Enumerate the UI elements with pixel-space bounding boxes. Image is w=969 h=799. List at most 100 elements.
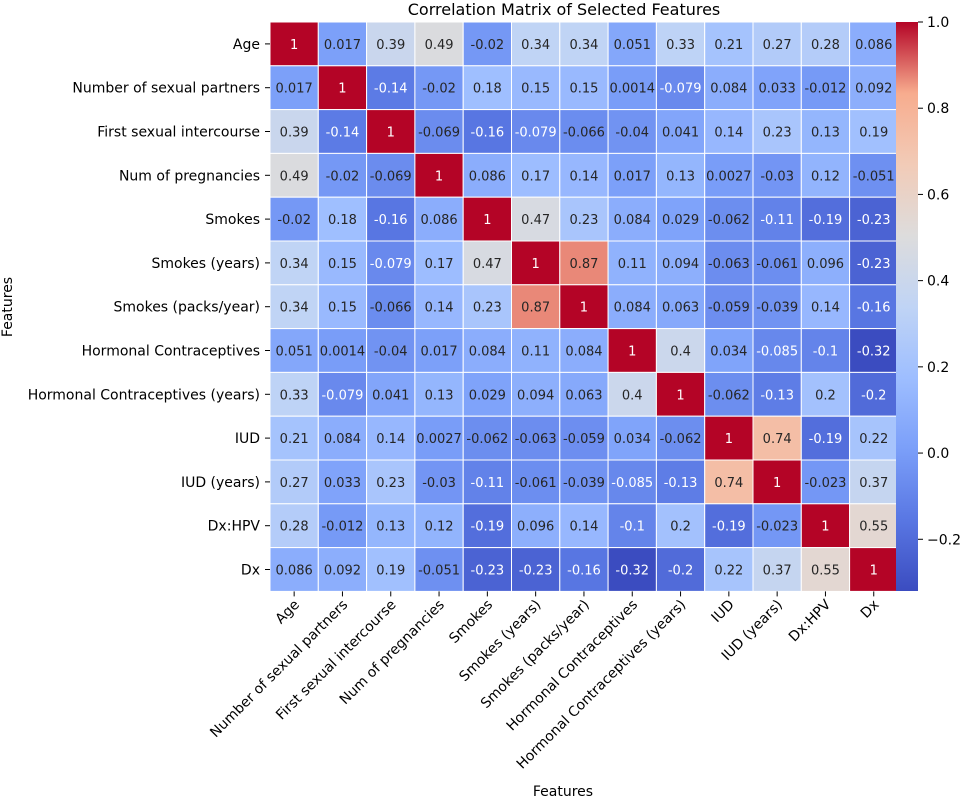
cell-value-label: -0.059 [708, 301, 750, 316]
cell-value-label: 0.28 [811, 38, 840, 53]
cell-value-label: -0.13 [664, 476, 698, 491]
cell-value-label: -0.051 [853, 169, 895, 184]
cell-value-label: -0.16 [471, 126, 505, 141]
cell-value-label: 0.22 [714, 564, 743, 579]
heatmap-cell [800, 240, 851, 286]
heatmap-cell [800, 503, 851, 549]
cell-value-label: 0.2 [815, 388, 836, 403]
cell-value-label: 0.21 [280, 432, 309, 447]
heatmap-cell [752, 152, 802, 198]
cell-value-label: -0.066 [370, 301, 412, 316]
cell-value-label: 0.084 [324, 432, 361, 447]
cell-value-label: 0.37 [763, 564, 792, 579]
cell-value-label: 0.23 [569, 213, 598, 228]
heatmap-cell [414, 196, 464, 242]
cell-value-label: 0.39 [280, 126, 309, 141]
cell-value-label: 0.041 [662, 126, 699, 141]
cell-value-label: -0.19 [809, 432, 843, 447]
heatmap-cell [269, 284, 319, 330]
heatmap-cell [559, 415, 609, 461]
heatmap-cell [607, 65, 657, 111]
cell-value-label: 0.063 [662, 301, 699, 316]
cell-value-label: 1 [870, 564, 878, 579]
heatmap-cell [462, 240, 513, 286]
heatmap-cell [269, 415, 319, 461]
cell-value-label: 0.27 [280, 476, 309, 491]
cell-value-label: 0.017 [614, 169, 651, 184]
y-tick-label: Number of sexual partners [72, 81, 260, 97]
heatmap-cell [704, 65, 754, 111]
heatmap-cell [655, 328, 706, 373]
cell-value-label: 0.21 [714, 38, 743, 53]
heatmap-cell [800, 21, 851, 67]
cell-value-label: 0.086 [420, 213, 457, 228]
cell-value-label: 0.086 [855, 38, 892, 53]
heatmap-cell [366, 240, 416, 286]
cell-value-label: -0.16 [374, 213, 408, 228]
y-tick-label: Hormonal Contraceptives (years) [28, 387, 260, 403]
heatmap-cell [462, 328, 513, 373]
heatmap-cell [366, 371, 416, 417]
cell-value-label: -0.023 [804, 476, 846, 491]
heatmap-cell [366, 284, 416, 330]
cell-value-label: -0.23 [471, 564, 505, 579]
cell-value-label: 0.34 [521, 38, 550, 53]
heatmap-cell [511, 65, 561, 111]
cell-value-label: 0.12 [425, 520, 454, 535]
cell-value-label: -0.1 [620, 520, 645, 535]
cell-value-label: 0.47 [521, 213, 550, 228]
cell-value-label: 1 [387, 126, 395, 141]
heatmap-cell [269, 240, 319, 286]
cell-value-label: -0.039 [756, 301, 798, 316]
colorbar-tick-label: 0.2 [927, 360, 949, 376]
heatmap-cell [607, 371, 657, 417]
heatmap-cell [752, 284, 802, 330]
cell-value-label: -0.04 [374, 345, 408, 360]
heatmap-cell [317, 21, 368, 67]
heatmap-cell [704, 152, 754, 198]
y-axis-ticks: Age Number of sexual partners First sexual… [28, 37, 270, 579]
cell-value-label: -0.063 [515, 432, 557, 447]
cell-value-label: 0.017 [276, 82, 313, 97]
heatmap-cell [607, 21, 657, 67]
cell-value-label: 0.084 [614, 301, 651, 316]
cell-value-label: 0.017 [324, 38, 361, 53]
cell-value-label: 0.14 [569, 520, 598, 535]
cell-value-label: 0.27 [763, 38, 792, 53]
heatmap-cell [849, 328, 899, 373]
x-tick-label: IUD [709, 597, 738, 626]
cell-value-label: 0.14 [714, 126, 743, 141]
heatmap-cell [752, 109, 802, 154]
y-tick-label: Num of pregnancies [119, 168, 260, 184]
cell-value-label: 0.13 [811, 126, 840, 141]
cell-value-label: -0.079 [515, 126, 557, 141]
cell-value-label: 0.74 [714, 476, 743, 491]
cell-value-label: 0.084 [469, 345, 506, 360]
cell-value-label: -0.19 [712, 520, 746, 535]
heatmap-cell [269, 371, 319, 417]
cell-value-label: -0.14 [374, 82, 408, 97]
cell-value-label: 0.4 [670, 345, 691, 360]
cell-value-label: 0.017 [420, 345, 457, 360]
heatmap-cell [462, 109, 513, 154]
cell-value-label: 0.19 [859, 126, 888, 141]
cell-value-label: 0.0027 [416, 432, 462, 447]
heatmap-cell [462, 65, 513, 111]
cell-value-label: -0.061 [756, 257, 798, 272]
cell-value-label: 1 [676, 388, 684, 403]
heatmap-cell [655, 503, 706, 549]
cell-value-label: 0.14 [376, 432, 405, 447]
heatmap-cell [269, 547, 319, 592]
heatmap-cell [655, 196, 706, 242]
cell-value-label: -0.066 [563, 126, 605, 141]
cell-value-label: -0.02 [471, 38, 505, 53]
cell-value-label: 0.19 [376, 564, 405, 579]
cell-value-label: -0.32 [615, 564, 649, 579]
cell-value-label: -0.069 [418, 126, 460, 141]
cell-value-label: 0.14 [569, 169, 598, 184]
cell-value-label: -0.059 [563, 432, 605, 447]
cell-value-label: 0.084 [710, 82, 747, 97]
heatmap-cell [559, 240, 609, 286]
cell-value-label: -0.32 [857, 345, 891, 360]
